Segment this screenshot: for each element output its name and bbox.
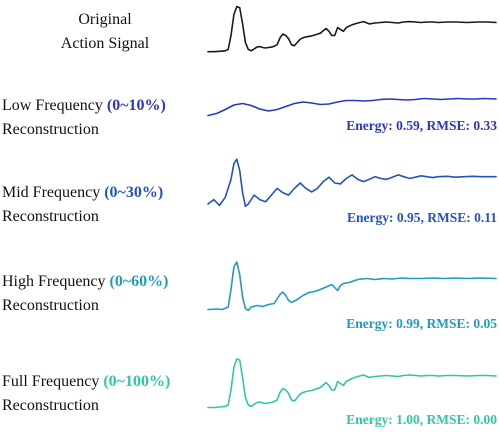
low-frequency-metric: Energy: 0.59, RMSE: 0.33 <box>346 118 497 133</box>
mid-frequency-signal-plot <box>207 158 497 208</box>
full-frequency-title-suffix: Reconstruction <box>2 397 99 414</box>
high-frequency-title-suffix: Reconstruction <box>2 297 99 314</box>
high-frequency-title-prefix: High Frequency <box>2 273 106 290</box>
original-title-line-2: Action Signal <box>60 35 150 52</box>
panel-low-frequency: Low Frequency (0~10%) Reconstruction Ene… <box>0 86 499 146</box>
low-frequency-pct: (0~10%) <box>106 97 166 114</box>
mid-frequency-title: Mid Frequency (0~30%) Reconstruction <box>2 181 163 229</box>
panel-mid-frequency: Mid Frequency (0~30%) Reconstruction Ene… <box>0 150 499 230</box>
original-title: Original Action Signal <box>20 8 190 56</box>
full-frequency-signal-plot <box>207 358 497 409</box>
original-title-line-1: Original <box>78 11 132 28</box>
low-frequency-title-suffix: Reconstruction <box>2 121 99 138</box>
high-frequency-signal-line <box>207 261 497 312</box>
panel-high-frequency: High Frequency (0~60%) Reconstruction En… <box>0 250 499 335</box>
low-frequency-title-prefix: Low Frequency <box>2 97 103 114</box>
high-frequency-signal-plot <box>207 261 497 312</box>
mid-frequency-title-prefix: Mid Frequency <box>2 184 101 201</box>
full-frequency-title-prefix: Full Frequency <box>2 373 100 390</box>
low-frequency-signal-line <box>207 97 497 117</box>
full-frequency-signal-line <box>207 358 497 409</box>
high-frequency-pct: (0~60%) <box>109 273 169 290</box>
low-frequency-title: Low Frequency (0~10%) Reconstruction <box>2 94 166 142</box>
mid-frequency-title-suffix: Reconstruction <box>2 208 99 225</box>
panel-full-frequency: Full Frequency (0~100%) Reconstruction E… <box>0 348 499 432</box>
high-frequency-title: High Frequency (0~60%) Reconstruction <box>2 270 169 318</box>
full-frequency-title: Full Frequency (0~100%) Reconstruction <box>2 370 170 418</box>
mid-frequency-pct: (0~30%) <box>104 184 164 201</box>
mid-frequency-signal-line <box>207 158 497 208</box>
panel-original: Original Action Signal <box>0 0 499 80</box>
full-frequency-metric: Energy: 1.00, RMSE: 0.00 <box>346 412 497 427</box>
original-signal-line <box>207 5 497 53</box>
low-frequency-signal-plot <box>207 97 497 117</box>
original-signal-plot <box>207 5 497 53</box>
full-frequency-pct: (0~100%) <box>103 373 171 390</box>
mid-frequency-metric: Energy: 0.95, RMSE: 0.11 <box>347 210 497 225</box>
high-frequency-metric: Energy: 0.99, RMSE: 0.05 <box>346 316 497 331</box>
